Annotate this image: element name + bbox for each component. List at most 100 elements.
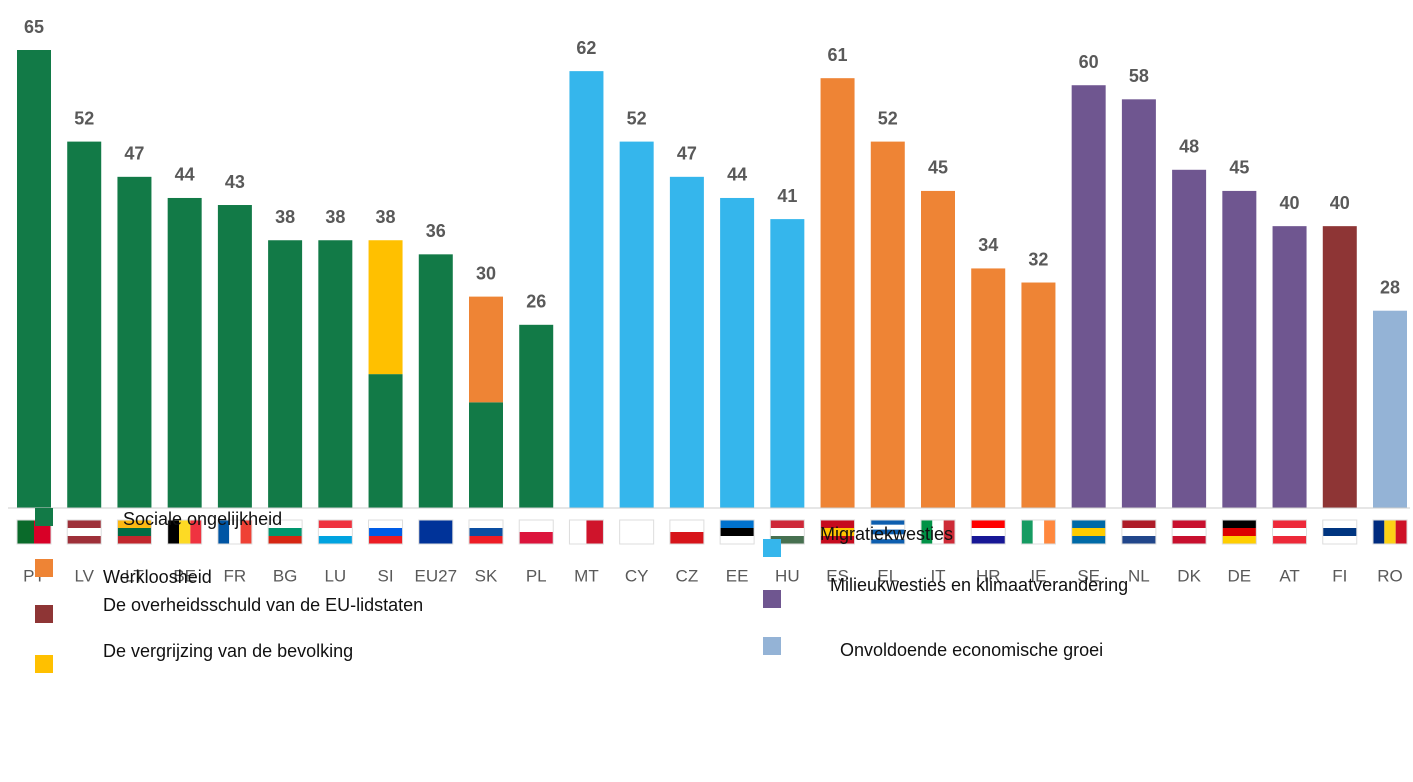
flag-stripe [469,528,503,536]
flag-stripe [1172,520,1207,528]
flag-stripe [720,528,755,536]
flag-border [1221,519,1257,545]
bar [569,71,604,508]
flag-stripe [318,520,353,528]
flag-stripe [368,520,403,528]
bar [1222,190,1257,508]
value-label: 32 [1028,249,1048,269]
flag-border [970,519,1006,545]
bar [669,176,704,509]
legend-swatch [35,655,53,673]
flag-border [518,519,554,545]
x-tick-label: SE [1077,566,1100,585]
flag-border [468,519,504,545]
value-label: 58 [1129,66,1149,86]
flag-border [267,519,303,545]
flag-stripe [569,520,587,544]
bar [217,205,252,508]
value-label: 34 [978,235,998,255]
flag-border [66,519,102,545]
flag-border [418,519,454,545]
flag-border [769,519,805,545]
bar [117,176,152,509]
flag-stripe [770,528,805,536]
bar [67,141,102,508]
bar [1272,226,1307,508]
value-label: 62 [576,38,596,58]
value-label: 47 [124,144,144,164]
bar [820,78,855,508]
bar [418,254,453,508]
flag-border [1322,519,1358,545]
flag-border [1272,519,1308,545]
x-tick-label: DK [1177,566,1201,585]
flag-border [317,519,353,545]
flag-stripe [870,524,905,530]
flag-stripe [1384,520,1396,544]
flag-stripe [519,532,554,544]
x-tick-label: FI [1332,566,1347,585]
flag-stripe [1322,520,1357,528]
legend-swatch [763,637,781,655]
flag-stripe [1032,520,1045,544]
value-label: 26 [526,292,546,312]
flag-stripe [1172,528,1207,536]
flag-stripe [318,536,353,544]
flag-border [719,519,755,545]
flag-stripe [1172,536,1207,544]
bar [971,268,1006,508]
value-label: 45 [928,158,948,178]
flag-stripe [669,532,704,544]
flag-stripe [1222,536,1257,544]
flag-stripe [240,520,252,544]
flag-stripe [117,528,152,536]
flag-border [1372,519,1408,545]
value-label: 38 [376,207,396,227]
value-label: 38 [275,207,295,227]
bar [870,141,905,508]
x-tick-label: IE [1030,566,1046,585]
bar [1373,310,1407,508]
flag-stripe [1121,520,1156,528]
bar [1071,85,1106,508]
x-tick-label: EE [726,566,749,585]
value-label: 43 [225,172,245,192]
flag-stripe [820,536,855,544]
flag-stripe [1071,528,1106,536]
flag-stripe [1322,528,1357,536]
flag-stripe [67,520,102,528]
legend-label: Onvoldoende economische groei [840,640,1103,660]
flag-stripe [1322,536,1357,544]
legend-swatch [763,590,781,608]
x-tick-label: CZ [676,566,699,585]
value-label: 52 [627,108,647,128]
legend-swatch [35,508,53,526]
x-tick-label: RO [1377,566,1403,585]
bar [921,190,955,508]
value-label: 61 [828,45,848,65]
x-tick-label: CY [625,566,649,585]
x-tick-label: BG [273,566,298,585]
x-tick-label: ES [826,566,849,585]
bar-segment [368,374,403,508]
flag-border [920,519,956,545]
value-label: 65 [24,17,44,37]
flag-border [870,519,906,545]
flag-border [568,519,604,545]
x-tick-label: HR [976,566,1001,585]
flag-stripe [1121,536,1156,544]
flag-stripe [943,520,955,544]
flag-stripe [619,520,654,544]
bar-segment [469,296,503,403]
flag-border [1171,519,1207,545]
bar [318,240,353,508]
flag-border [1121,519,1157,545]
flag-stripe [870,529,905,535]
flag-stripe [1121,528,1156,536]
flag-stripe [720,536,755,544]
x-tick-label: LV [74,566,94,585]
value-label: 40 [1330,193,1350,213]
bar [17,50,51,508]
flag-border [1020,519,1056,545]
